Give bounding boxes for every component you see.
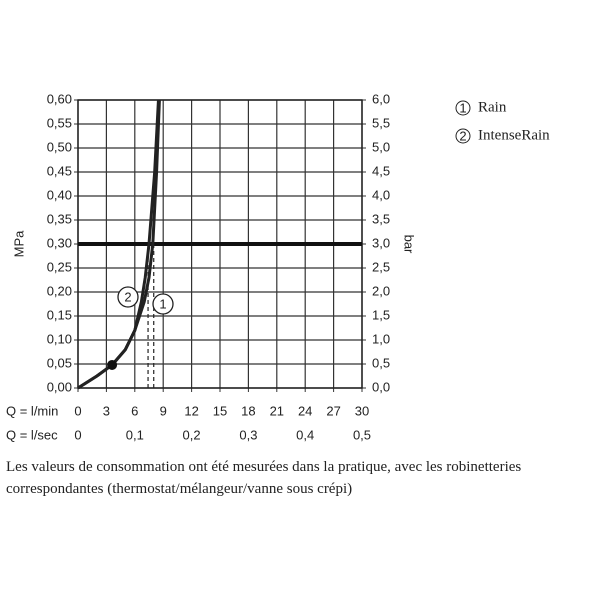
- x-tick-label: 6: [131, 403, 138, 418]
- x-tick-label: 12: [184, 403, 198, 418]
- y2-tick-label: 3,0: [372, 235, 390, 250]
- series-symbol: 1: [159, 296, 166, 311]
- y2-tick-label: 0,5: [372, 355, 390, 370]
- x2-tick-label: 0,2: [183, 427, 201, 442]
- y2-tick-label: 4,0: [372, 187, 390, 202]
- y2-tick-label: 1,5: [372, 307, 390, 322]
- y2-tick-label: 6,0: [372, 91, 390, 106]
- y2-axis-label: bar: [402, 235, 417, 254]
- y2-tick-label: 0,0: [372, 379, 390, 394]
- series-symbol-circle: [152, 293, 174, 315]
- y-tick-label: 0,05: [47, 355, 72, 370]
- y2-tick-label: 2,5: [372, 259, 390, 274]
- x-tick-label: 15: [213, 403, 227, 418]
- y-tick-label: 0,40: [47, 187, 72, 202]
- x2-tick-label: 0,1: [126, 427, 144, 442]
- y-tick-label: 0,55: [47, 115, 72, 130]
- x2-axis-label: Q = l/sec: [6, 427, 58, 442]
- x-axis-label: Q = l/min: [6, 403, 58, 418]
- legend-label: IntenseRain: [478, 127, 550, 143]
- caption: Les valeurs de consommation ont été mesu…: [6, 459, 522, 497]
- legend-symbol-circle: [455, 100, 471, 116]
- y2-tick-label: 2,0: [372, 283, 390, 298]
- legend-symbol: 1: [459, 100, 466, 115]
- legend-label: Rain: [478, 99, 507, 115]
- y-tick-label: 0,60: [47, 91, 72, 106]
- legend-symbol: 2: [459, 128, 466, 143]
- y-tick-label: 0,15: [47, 307, 72, 322]
- x-tick-label: 24: [298, 403, 312, 418]
- y2-tick-label: 5,0: [372, 139, 390, 154]
- y-tick-label: 0,25: [47, 259, 72, 274]
- series-line: [77, 99, 160, 390]
- y-tick-label: 0,45: [47, 163, 72, 178]
- x-tick-label: 9: [160, 403, 167, 418]
- x-tick-label: 3: [103, 403, 110, 418]
- y-tick-label: 0,30: [47, 235, 72, 250]
- chart: 0,000,050,100,150,200,250,300,350,400,45…: [6, 91, 550, 442]
- x-tick-label: 21: [270, 403, 284, 418]
- y-tick-label: 0,35: [47, 211, 72, 226]
- y2-tick-label: 1,0: [372, 331, 390, 346]
- x2-tick-label: 0,3: [239, 427, 257, 442]
- y2-tick-label: 3,5: [372, 211, 390, 226]
- series-symbol-circle: [117, 286, 139, 308]
- x-tick-label: 30: [355, 403, 369, 418]
- x2-tick-label: 0: [74, 427, 81, 442]
- y-tick-label: 0,50: [47, 139, 72, 154]
- x-tick-label: 0: [74, 403, 81, 418]
- y-tick-label: 0,00: [47, 379, 72, 394]
- y-tick-label: 0,20: [47, 283, 72, 298]
- y2-tick-label: 5,5: [372, 115, 390, 130]
- y2-tick-label: 4,5: [372, 163, 390, 178]
- series-symbol: 2: [124, 289, 131, 304]
- x-tick-label: 27: [326, 403, 340, 418]
- highlight-point: [107, 359, 118, 370]
- x2-tick-label: 0,5: [353, 427, 371, 442]
- legend-symbol-circle: [455, 128, 471, 144]
- y-tick-label: 0,10: [47, 331, 72, 346]
- x2-tick-label: 0,4: [296, 427, 314, 442]
- y-axis-label: MPa: [11, 230, 26, 258]
- x-tick-label: 18: [241, 403, 255, 418]
